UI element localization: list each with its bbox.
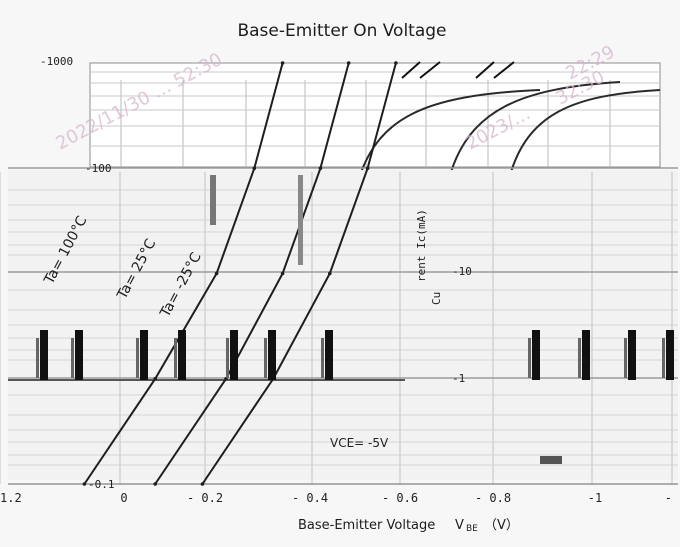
y-tick-label: -0.1 <box>88 478 115 491</box>
noise-bar <box>582 330 590 380</box>
y-tick-label: -100 <box>85 162 112 175</box>
series-point-2 <box>346 61 351 65</box>
noise-bar <box>578 338 581 378</box>
noise-bar <box>140 330 148 380</box>
y-tick-labels: -1000 -100 -10 -1 -0.1 <box>40 55 472 491</box>
upper-curves <box>359 61 661 176</box>
y-tick-label: -1000 <box>40 55 73 68</box>
noise-bar <box>540 456 562 464</box>
noise-bar <box>40 330 48 380</box>
series-point-3 <box>328 271 332 276</box>
series-point-1 <box>280 61 285 65</box>
series-point-3 <box>365 166 370 171</box>
upper-slash <box>401 61 421 79</box>
main-grid <box>0 167 678 485</box>
main-curves <box>82 61 398 486</box>
noise-bar <box>325 330 333 380</box>
upper-slash <box>493 61 515 79</box>
x-tick-label: - 0.6 <box>382 491 418 505</box>
upper-curve <box>449 81 621 176</box>
series-point-2 <box>153 482 157 486</box>
series-point-1 <box>252 166 257 171</box>
series-point-2 <box>280 271 285 276</box>
vce-annotation: VCE= -5V <box>330 436 389 450</box>
y-tick-label: -1 <box>452 372 465 385</box>
noise-bar <box>300 175 303 265</box>
y-tick-label: -10 <box>452 265 472 278</box>
upper-panel-frame <box>89 62 661 168</box>
noise-bar <box>624 338 627 378</box>
upper-curve <box>359 89 541 176</box>
chart-title: Base-Emitter On Voltage <box>237 21 446 41</box>
noise-bar <box>71 338 74 378</box>
y-axis-label-fragment: Cu <box>430 292 443 305</box>
x-axis-unit: （V） <box>484 518 519 533</box>
upper-slash <box>419 61 441 79</box>
noise-bar <box>178 330 186 380</box>
series-point-1 <box>82 482 87 486</box>
x-axis-label: Base-Emitter Voltage <box>298 518 435 533</box>
series-point-1 <box>153 377 157 381</box>
noise-bar <box>226 338 229 378</box>
noise-bar <box>628 330 636 380</box>
noise-bar <box>321 338 324 378</box>
noise-bar <box>136 338 139 378</box>
series-point-3 <box>394 61 398 65</box>
noise-blocks <box>36 175 674 464</box>
series-point-1 <box>214 271 219 276</box>
noise-bar <box>268 330 276 380</box>
x-tick-labels: 1.2 0 - 0.2 - 0.4 - 0.6 - 0.8 -1 - <box>0 491 672 505</box>
noise-bar <box>264 338 267 378</box>
noise-bar <box>212 175 216 225</box>
noise-bar <box>528 338 531 378</box>
x-tick-label: -1 <box>588 491 602 505</box>
noise-bar <box>662 338 665 378</box>
y-axis-label: rent Ic(mA) <box>415 209 428 282</box>
series-point-2 <box>318 166 323 171</box>
noise-bar <box>298 175 301 265</box>
main-panel: 1.2 0- 0.2- 0.4- 0.6- 0.8 -1- -1000-100-10… <box>0 55 678 505</box>
x-tick-label: - <box>665 491 672 505</box>
upper-panel <box>89 61 661 197</box>
noise-bar <box>230 330 238 380</box>
x-axis-subscript: BE <box>466 524 478 534</box>
series-point-3 <box>200 482 205 486</box>
x-tick-label: - 0.8 <box>475 491 511 505</box>
x-tick-label: - 0.2 <box>187 491 223 505</box>
upper-slash <box>475 61 495 79</box>
x-axis-symbol: V <box>455 518 464 533</box>
noise-bar <box>532 330 540 380</box>
noise-bar <box>666 330 674 380</box>
x-tick-label: 0 <box>120 491 127 505</box>
x-tick-label: 1.2 <box>0 491 22 505</box>
upper-curve <box>509 89 661 176</box>
noise-bar <box>36 338 39 378</box>
x-tick-label: - 0.4 <box>292 491 328 505</box>
noise-bar <box>75 330 83 380</box>
noise-bar <box>174 338 177 378</box>
